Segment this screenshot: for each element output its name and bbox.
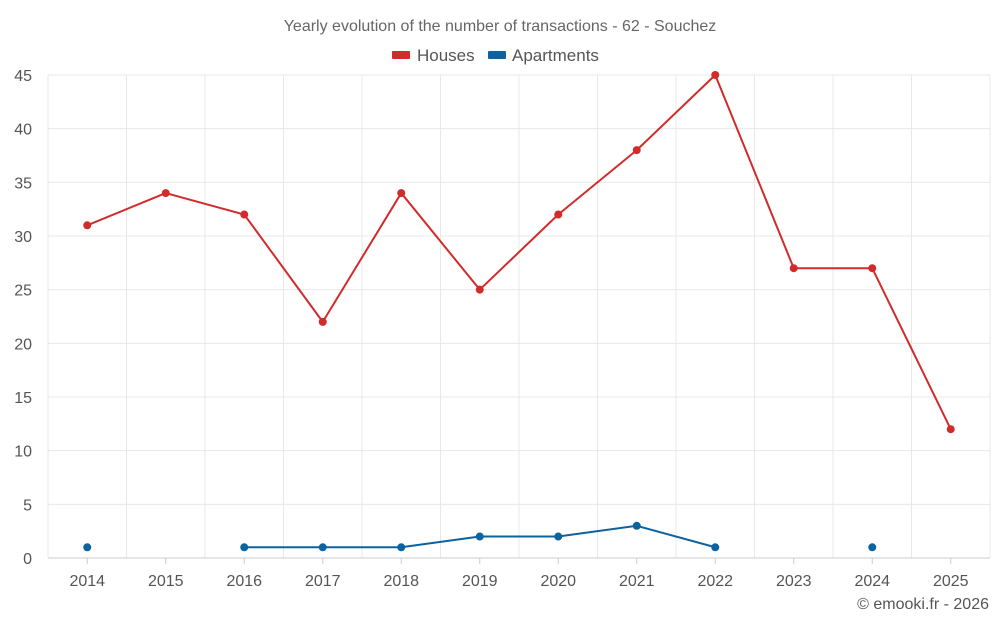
data-point-houses-2019[interactable] (475, 285, 484, 294)
x-tick-label: 2017 (305, 573, 341, 590)
x-tick-label: 2024 (854, 573, 890, 590)
x-tick-label: 2021 (619, 573, 655, 590)
legend-item-apartments[interactable]: Apartments (488, 46, 599, 65)
data-point-houses-2025[interactable] (946, 425, 955, 434)
y-tick-label: 10 (14, 444, 32, 461)
data-point-apartments-2021[interactable] (632, 521, 641, 530)
y-tick-label: 45 (14, 68, 32, 85)
grid (47, 74, 991, 558)
data-point-houses-2016[interactable] (240, 210, 249, 219)
x-tick-label: 2014 (69, 573, 105, 590)
x-tick-label: 2023 (776, 573, 812, 590)
x-tick-label: 2016 (226, 573, 262, 590)
data-point-houses-2015[interactable] (161, 189, 170, 198)
y-tick-label: 20 (14, 336, 32, 353)
legend-item-houses[interactable]: Houses (392, 46, 475, 65)
x-tick-label: 2019 (462, 573, 498, 590)
x-tick-label: 2015 (148, 573, 184, 590)
y-tick-label: 0 (23, 551, 32, 568)
data-point-houses-2020[interactable] (554, 210, 563, 219)
data-point-apartments-2020[interactable] (554, 532, 563, 541)
series-line-houses (86, 74, 952, 430)
data-point-apartments-2024[interactable] (868, 543, 877, 552)
x-tick-label: 2020 (540, 573, 576, 590)
legend: Houses Apartments (392, 46, 599, 65)
series (83, 71, 955, 552)
data-point-apartments-2022[interactable] (711, 543, 720, 552)
data-point-houses-2022[interactable] (711, 71, 720, 79)
data-point-apartments-2019[interactable] (475, 532, 484, 541)
data-point-apartments-2017[interactable] (318, 543, 327, 552)
data-point-apartments-2018[interactable] (397, 543, 406, 552)
legend-label-houses: Houses (417, 46, 475, 65)
y-tick-label: 35 (14, 175, 32, 192)
data-point-apartments-2016[interactable] (240, 543, 249, 552)
x-tick-label: 2022 (697, 573, 733, 590)
legend-swatch-apartments (488, 51, 506, 59)
data-point-houses-2018[interactable] (397, 189, 406, 198)
x-tick-label: 2025 (933, 573, 969, 590)
legend-swatch-houses (392, 51, 410, 59)
y-tick-label: 5 (23, 497, 32, 514)
legend-label-apartments: Apartments (512, 46, 599, 65)
series-apartments (83, 521, 877, 552)
data-point-houses-2023[interactable] (789, 264, 798, 273)
data-point-houses-2021[interactable] (632, 146, 641, 155)
chart-title: Yearly evolution of the number of transa… (284, 18, 717, 35)
credit-text: © emooki.fr - 2026 (857, 596, 989, 613)
y-tick-label: 40 (14, 122, 32, 139)
series-houses (83, 71, 955, 434)
y-tick-label: 25 (14, 283, 32, 300)
data-point-houses-2014[interactable] (83, 221, 92, 230)
y-tick-label: 30 (14, 229, 32, 246)
data-point-houses-2017[interactable] (318, 317, 327, 326)
x-tick-label: 2018 (383, 573, 419, 590)
y-tick-label: 15 (14, 390, 32, 407)
data-point-apartments-2014[interactable] (83, 543, 92, 552)
data-point-houses-2024[interactable] (868, 264, 877, 273)
